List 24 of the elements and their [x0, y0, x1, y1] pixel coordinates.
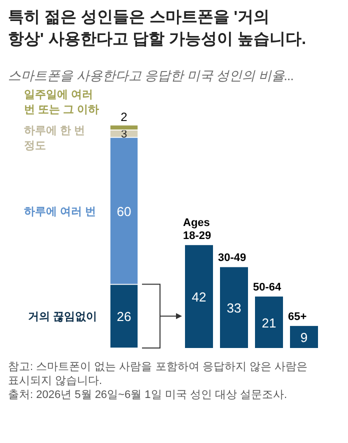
data-label: 42	[192, 290, 206, 305]
chart-subtitle: 스마트폰을 사용한다고 응답한 미국 성인의 비율...	[8, 68, 294, 83]
source-note: 출처: 2026년 5월 26일~6월 1일 미국 성인 대상 설문조사.	[8, 389, 288, 401]
data-label: 3	[120, 128, 128, 141]
bar	[255, 296, 283, 348]
series-label: 일주일에 여러 번 또는 그 이하	[24, 89, 100, 116]
x-tick-label: 65+	[288, 310, 307, 323]
x-tick-label: Ages 18-29	[183, 217, 212, 242]
x-tick-label: 30-49	[218, 252, 246, 264]
chart-title: 특히 젊은 성인들은 스마트폰을 '거의 항상' 사용한다고 답할 가능성이 높습니다.	[8, 9, 306, 48]
bar	[290, 326, 318, 348]
data-label: 2	[120, 110, 128, 124]
data-label: 21	[262, 315, 276, 330]
bar	[185, 245, 213, 348]
bar	[220, 267, 248, 348]
data-label: 26	[116, 309, 132, 324]
text: 하루에 한 번 정도	[24, 124, 86, 152]
x-tick-label: 50-64	[253, 282, 282, 294]
data-label: 9	[300, 330, 308, 345]
series-label: 거의 끊임없이	[28, 311, 98, 324]
data-label: 33	[226, 300, 242, 316]
text: 참고: 스마트폰이 없는 사람을 포함하여 응답하지 않은 사람은 표시되지 않습니다.	[8, 361, 308, 387]
series-label: 하루에 여러 번	[24, 206, 96, 218]
data-label: 60	[116, 204, 132, 219]
